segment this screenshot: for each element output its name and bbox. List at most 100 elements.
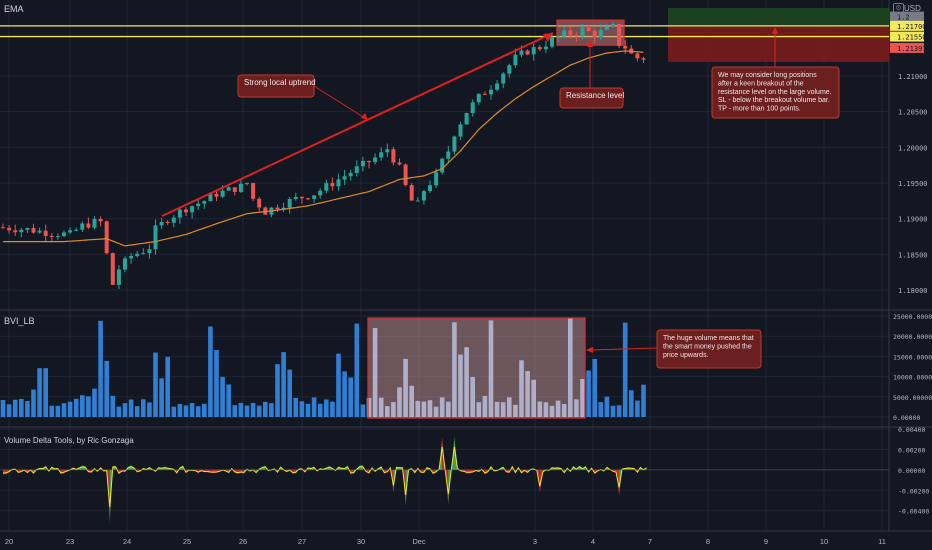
uptrend-callout-text: Strong local uptrend	[244, 78, 316, 87]
bvi-bar	[104, 360, 109, 417]
candle-body	[92, 218, 97, 228]
price-label-text: 1.21700	[897, 23, 927, 31]
bvi-bar	[391, 402, 396, 417]
callout-pointer-head	[587, 40, 593, 47]
candle-body	[74, 229, 79, 231]
candle-body	[202, 201, 207, 204]
price-label-bg	[890, 11, 924, 22]
delta-area	[405, 469, 409, 506]
trade-idea-callout-text: resistance level on the large volume.	[718, 89, 832, 96]
bvi-bar	[49, 405, 55, 417]
candle-body	[580, 27, 585, 37]
bvi-bar	[458, 354, 463, 417]
bvi-bar	[165, 356, 170, 417]
candle-body	[367, 160, 371, 163]
delta-tick-label: -0.00200	[898, 487, 929, 495]
candle-body	[489, 89, 493, 95]
bvi-bar	[519, 360, 524, 417]
candle-body	[373, 157, 378, 163]
candle-body	[452, 136, 457, 152]
delta-area	[359, 465, 363, 470]
bvi-bar	[555, 400, 561, 417]
candles	[1, 21, 646, 290]
bvi-bar	[641, 384, 646, 417]
candle-body	[611, 23, 615, 27]
delta-area	[210, 469, 214, 474]
bvi-bar	[25, 400, 30, 417]
date-tick-label: 20	[5, 537, 13, 546]
bvi-bar	[244, 405, 250, 417]
candle-body	[55, 236, 60, 238]
bvi-bar	[305, 403, 311, 417]
candle-body	[409, 185, 414, 201]
candle-body	[49, 235, 54, 237]
bvi-bar	[574, 399, 579, 417]
bvi-tick-label: 10000.00000	[893, 374, 932, 382]
callout-pointer	[589, 347, 658, 351]
bvi-bar	[507, 397, 512, 417]
candle-body	[568, 30, 573, 36]
bvi-bar	[360, 404, 366, 417]
bvi-bar	[232, 405, 238, 417]
bvi-bar	[348, 377, 353, 417]
candle-body	[604, 26, 609, 30]
price-tick-label: 1.20000	[898, 144, 928, 152]
bvi-bar	[342, 371, 347, 417]
bvi-pane-label: BVI_LB	[4, 316, 35, 326]
candle-body	[123, 258, 127, 270]
bvi-bar	[464, 347, 469, 417]
bvi-bar	[476, 402, 482, 417]
candle-body	[482, 93, 487, 95]
volume-callout-text: price upwards.	[663, 352, 709, 359]
candle-body	[177, 209, 182, 218]
candle-body	[62, 232, 66, 237]
candle-body	[598, 29, 603, 38]
candle-body	[220, 190, 225, 197]
price-tick-label: 1.19500	[898, 180, 928, 188]
settings-icon[interactable]: ⚙	[893, 3, 904, 14]
candle-body	[415, 200, 420, 202]
bvi-bar	[195, 406, 201, 417]
candle-body	[68, 230, 73, 233]
delta-area	[466, 469, 470, 474]
date-tick-label: 9	[764, 537, 768, 546]
price-tick-label: 1.20500	[898, 109, 928, 117]
candle-body	[37, 230, 42, 233]
candle-body	[440, 158, 445, 173]
bvi-bar	[6, 404, 12, 417]
bvi-bar	[275, 364, 280, 417]
candle-body	[525, 50, 530, 55]
bvi-bar	[635, 400, 640, 417]
candle-body	[446, 151, 451, 159]
vdt-pane-label: Volume Delta Tools, by Ric Gonzaga	[4, 436, 134, 445]
candle-body	[293, 196, 298, 200]
candle-body	[129, 255, 134, 259]
candle-body	[397, 162, 402, 165]
candle-body	[556, 36, 561, 38]
delta-area	[253, 469, 257, 474]
candle-body	[190, 206, 195, 213]
bvi-bar	[415, 400, 421, 417]
delta-area	[112, 465, 116, 470]
candle-body	[159, 221, 164, 226]
date-tick-label: 27	[298, 537, 306, 546]
bvi-bar	[293, 397, 299, 417]
bvi-bar	[403, 358, 408, 417]
delta-area	[420, 469, 424, 474]
bvi-bar	[12, 399, 18, 417]
candle-body	[434, 172, 439, 186]
candle-body	[184, 209, 188, 213]
bvi-bar	[494, 401, 500, 417]
bvi-bar	[37, 368, 42, 417]
bvi-bar	[61, 403, 67, 417]
delta-area	[109, 465, 113, 523]
bvi-bar	[263, 401, 268, 417]
candle-body	[421, 191, 426, 201]
bvi-bar	[80, 395, 85, 417]
candle-body	[385, 149, 390, 153]
date-tick-label: 3	[533, 537, 537, 546]
bvi-bar	[616, 405, 622, 417]
candle-body	[25, 228, 30, 230]
candle-body	[275, 207, 280, 210]
